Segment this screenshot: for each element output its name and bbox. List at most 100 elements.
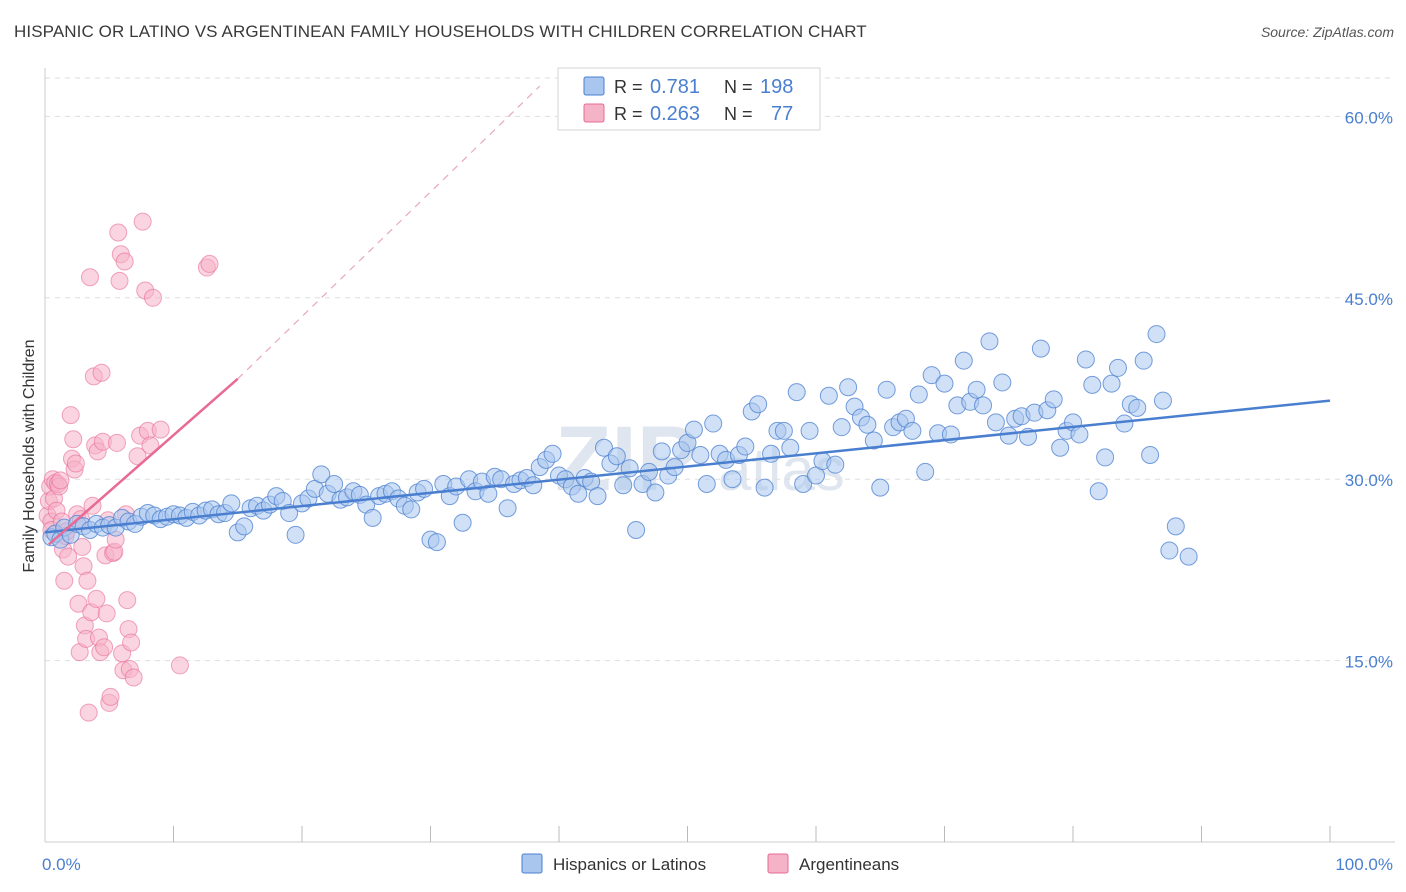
hispanics-point (1031, 339, 1050, 358)
hispanics-trend-line (44, 399, 1331, 534)
hispanics-point (569, 484, 588, 503)
legend-swatch-blue (583, 76, 605, 96)
hispanics-point (1096, 448, 1115, 467)
argentineans-point (128, 447, 147, 466)
hispanics-point (723, 470, 742, 489)
hispanics-point (524, 476, 543, 495)
argentineans-point (118, 591, 137, 610)
hispanics-point (903, 421, 922, 440)
hispanics-point (1102, 374, 1121, 393)
argentineans-point (69, 594, 88, 613)
hispanics-point (877, 380, 896, 399)
hispanics-point (954, 351, 973, 370)
hispanics-point (1153, 391, 1172, 410)
hispanics-point (627, 520, 646, 539)
argentineans-point (73, 537, 92, 556)
hispanics-point (839, 378, 858, 397)
hispanics-point (826, 455, 845, 474)
argentineans-point (115, 252, 134, 271)
hispanics-point (755, 478, 774, 497)
hispanics-point (980, 332, 999, 351)
argentineans-trend-line (48, 377, 239, 546)
legend-r-value-1: 0.781 (650, 76, 700, 98)
argentineans-point (107, 433, 126, 452)
series-legend: Hispanics or Latinos Argentineans (521, 853, 899, 874)
x-tick-labels: 0.0% 100.0% (42, 855, 1393, 874)
legend-swatch-pink (583, 103, 605, 123)
argentineans-point (55, 571, 74, 590)
argentineans-point (59, 547, 78, 566)
hispanics-point (993, 373, 1012, 392)
legend-r-value-2: 0.263 (650, 103, 700, 125)
hispanics-point (794, 475, 813, 494)
hispanics-point (871, 478, 890, 497)
argentineans-point (109, 223, 128, 242)
hispanics-point (614, 476, 633, 495)
argentineans-point (64, 430, 83, 449)
hispanics-point (832, 418, 851, 437)
hispanics-point (819, 386, 838, 405)
hispanics-point (697, 475, 716, 494)
chart-title: HISPANIC OR LATINO VS ARGENTINEAN FAMILY… (14, 22, 867, 41)
hispanics-point (1115, 414, 1134, 433)
argentineans-point (97, 604, 116, 623)
argentineans-point (51, 471, 70, 490)
trend-lines (44, 85, 1331, 546)
hispanics-point (986, 413, 1005, 432)
hispanics-point (1134, 351, 1153, 370)
hispanics-point (774, 421, 793, 440)
hispanics-point (652, 442, 671, 461)
y-tick-labels: 15.0% 30.0% 45.0% 60.0% (1345, 108, 1393, 671)
legend-n-value-2: 77 (771, 103, 793, 125)
hispanics-point (588, 487, 607, 506)
hispanics-point (909, 385, 928, 404)
argentineans-point (80, 268, 99, 287)
hispanics-point (427, 533, 446, 552)
legend-bottom-label-argentineans: Argentineans (799, 855, 899, 874)
hispanics-point (922, 366, 941, 385)
hispanics-point (286, 525, 305, 544)
hispanics-point (1108, 358, 1127, 377)
hispanics-point (235, 517, 254, 536)
hispanics-point (935, 374, 954, 393)
hispanics-point (999, 426, 1018, 445)
hispanics-point (1051, 438, 1070, 457)
argentineans-point (61, 406, 80, 425)
hispanics-point (1044, 390, 1063, 409)
hispanics-point (684, 420, 703, 439)
hispanics-point (1160, 541, 1179, 560)
axes (44, 68, 1395, 843)
y-tick-label: 30.0% (1345, 471, 1393, 490)
x-tick-label-min: 0.0% (42, 855, 81, 874)
legend-bottom-swatch-pink (767, 853, 789, 874)
hispanics-point (1076, 350, 1095, 369)
hispanics-point (312, 465, 331, 484)
argentineans-point (78, 571, 97, 590)
hispanics-point (453, 513, 472, 532)
hispanics-point (1141, 446, 1160, 464)
hispanics-point (781, 438, 800, 457)
argentineans-point (110, 271, 129, 290)
argentineans-point (143, 288, 162, 307)
hispanics-point (787, 383, 806, 402)
hispanics-point (1083, 375, 1102, 394)
legend-r-label-1: R = (614, 77, 643, 97)
argentineans-point (92, 363, 111, 382)
hispanics-point (402, 500, 421, 519)
hispanics-point (967, 380, 986, 399)
y-tick-label: 15.0% (1345, 653, 1393, 672)
legend-bottom-swatch-blue (521, 853, 543, 874)
argentineans-point (151, 420, 170, 439)
argentineans-point (95, 638, 114, 657)
argentineans-point (124, 668, 143, 687)
argentineans-point (87, 589, 106, 608)
hispanics-point (749, 395, 768, 414)
y-tick-label: 45.0% (1345, 290, 1393, 309)
legend-r-label-2: R = (614, 104, 643, 124)
hispanics-point (691, 446, 710, 464)
hispanics-point (479, 484, 498, 503)
argentineans-point (101, 687, 120, 706)
correlation-legend: R = 0.781 N = 198 R = 0.263 N = 77 (557, 67, 821, 131)
hispanics-point (916, 462, 935, 481)
